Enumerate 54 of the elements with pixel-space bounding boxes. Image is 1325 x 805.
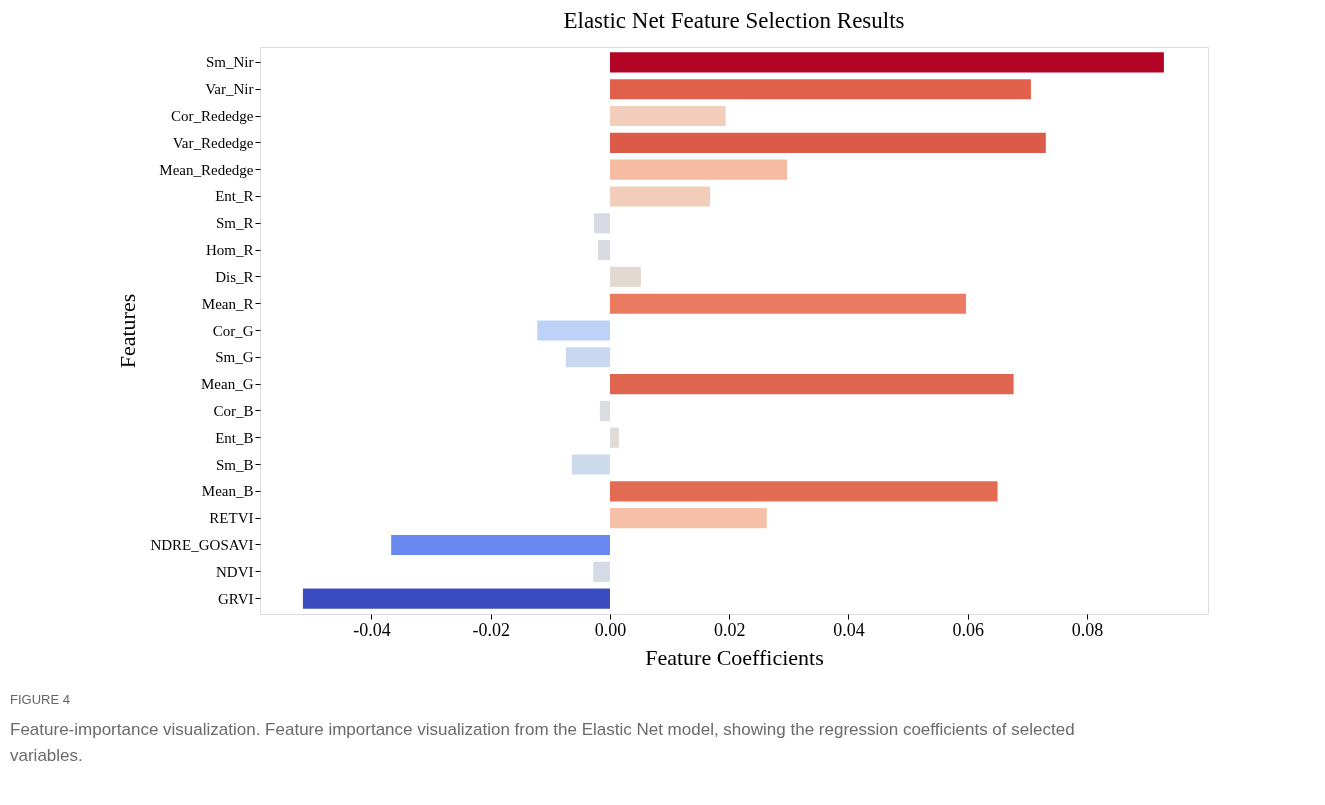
y-tick-label: Mean_B	[201, 483, 254, 500]
y-tick-label: Cor_G	[212, 322, 254, 339]
y-tick-label: NDVI	[216, 563, 254, 580]
x-axis-title: Feature Coefficients	[645, 644, 824, 670]
bar	[609, 481, 998, 502]
y-tick-label: Ent_R	[215, 188, 254, 205]
bar	[571, 454, 610, 475]
x-tick-label: -0.02	[472, 619, 510, 640]
y-tick-label: Dis_R	[215, 268, 254, 285]
x-tick-label: 0.02	[713, 619, 746, 640]
y-tick-label: Sm_R	[215, 215, 254, 232]
y-tick-label: Mean_Rededge	[159, 161, 254, 178]
y-tick-label: Hom_R	[205, 242, 254, 259]
bar	[609, 508, 767, 529]
y-tick-label: GRVI	[218, 590, 254, 607]
y-tick-label: Mean_R	[201, 295, 254, 312]
x-tick-label: 0.06	[952, 619, 984, 640]
x-tick-label: 0.04	[833, 619, 865, 640]
bar	[302, 588, 610, 609]
bar	[598, 240, 610, 261]
bar	[609, 427, 619, 448]
y-tick-label: Var_Rededge	[172, 134, 254, 151]
bar	[593, 561, 610, 582]
bar	[565, 347, 610, 368]
bar	[609, 79, 1031, 100]
bar	[609, 132, 1046, 153]
bar	[593, 213, 610, 234]
y-tick-label: Sm_B	[215, 456, 254, 473]
x-tick-label: -0.04	[353, 619, 391, 640]
bar	[609, 105, 726, 127]
y-axis-title: Features	[115, 293, 141, 369]
chart-title: Elastic Net Feature Selection Results	[563, 8, 905, 33]
bar	[609, 293, 966, 314]
bar	[609, 186, 711, 207]
caption: FIGURE 4	[10, 692, 70, 707]
y-tick-label: RETVI	[209, 510, 254, 527]
x-tick-label: 0.08	[1071, 619, 1104, 640]
bar	[599, 400, 610, 421]
bar	[609, 266, 641, 287]
bar	[391, 534, 610, 556]
y-tick-label: Ent_B	[215, 429, 254, 446]
bar	[609, 374, 1014, 395]
bar	[537, 320, 610, 341]
y-tick-label: Sm_G	[215, 349, 254, 366]
y-tick-label: Cor_B	[213, 402, 254, 419]
x-tick-label: 0.00	[594, 619, 627, 640]
y-tick-label: Cor_Rededge	[171, 108, 254, 125]
text: Feature-importance visualization. Feature importance visualization from the Elastic Net model, showing the regression coefficients of selected variables.	[10, 720, 1075, 765]
bar	[609, 52, 1164, 73]
y-tick-label: NDRE_GOSAVI	[150, 536, 254, 553]
y-tick-label: Sm_Nir	[205, 54, 254, 71]
y-tick-label: Var_Nir	[205, 81, 254, 98]
bar	[609, 159, 788, 180]
y-tick-label: Mean_G	[201, 376, 254, 393]
